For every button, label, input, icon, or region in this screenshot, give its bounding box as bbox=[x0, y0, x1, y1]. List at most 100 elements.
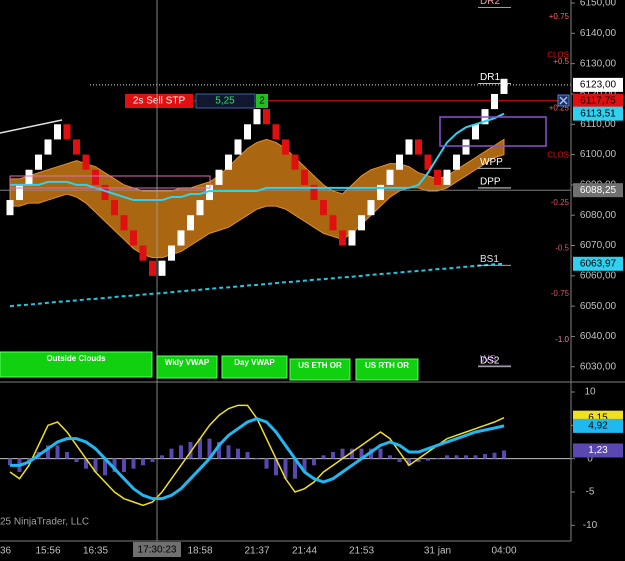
renko-brick bbox=[301, 169, 308, 185]
renko-brick bbox=[234, 139, 242, 155]
histogram-bar bbox=[435, 458, 440, 460]
price-marker-label: 6113,51 bbox=[580, 108, 616, 119]
macd-line bbox=[10, 417, 505, 501]
renko-brick bbox=[149, 260, 156, 276]
close-icon[interactable] bbox=[559, 96, 568, 105]
histogram-bar bbox=[103, 458, 107, 476]
renko-brick bbox=[44, 139, 52, 155]
histogram-bar bbox=[112, 458, 117, 472]
renko-brick bbox=[272, 124, 280, 140]
button-label[interactable]: Outside Clouds bbox=[46, 354, 106, 363]
trend-line bbox=[0, 119, 63, 134]
button-face[interactable] bbox=[289, 358, 351, 381]
order-label[interactable]: 2s Sell STP bbox=[133, 96, 186, 107]
close-order[interactable] bbox=[557, 94, 570, 107]
button-face[interactable] bbox=[0, 351, 153, 378]
y-tick-label: 6070,00 bbox=[580, 240, 617, 251]
histogram-bar bbox=[122, 458, 126, 472]
x-tick-label: 21:37 bbox=[244, 546, 269, 557]
renko-brick bbox=[405, 139, 413, 155]
renko-brick bbox=[415, 139, 422, 155]
x-tick-label: 15:56 bbox=[35, 546, 60, 557]
order-quantity-box[interactable] bbox=[256, 94, 268, 108]
price-marker bbox=[573, 418, 623, 433]
renko-brick bbox=[139, 245, 147, 261]
copyright: 25 NinjaTrader, LLC bbox=[0, 517, 89, 528]
y-tick-label: 6110,00 bbox=[580, 119, 616, 130]
y-tick-label: 10 bbox=[584, 387, 596, 398]
renko-brick bbox=[196, 200, 204, 216]
button-face[interactable] bbox=[221, 355, 288, 379]
y-tick-label: 0 bbox=[587, 453, 593, 464]
histogram-bar bbox=[84, 458, 88, 469]
toolbar-button[interactable]: Wkly VWAP bbox=[156, 355, 218, 379]
histogram-bar bbox=[226, 445, 231, 459]
y-tick-label: 6050,00 bbox=[580, 301, 617, 312]
button-label[interactable]: US ETH OR bbox=[298, 361, 342, 370]
y-tick-label: -10 bbox=[583, 520, 598, 531]
renko-brick bbox=[158, 260, 166, 276]
histogram-bar bbox=[274, 458, 278, 476]
histogram-bar bbox=[217, 442, 221, 459]
order-price[interactable]: 5,25 bbox=[215, 96, 235, 107]
order-label-box[interactable] bbox=[125, 94, 193, 108]
histogram-bar bbox=[350, 448, 354, 459]
toolbar-button[interactable]: US ETH OR bbox=[289, 358, 351, 381]
histogram-bar bbox=[264, 458, 269, 469]
renko-brick bbox=[282, 139, 289, 155]
level-label: DPP bbox=[480, 177, 501, 188]
histogram-bar bbox=[283, 458, 288, 479]
y-tick-label: 6030,00 bbox=[580, 361, 617, 372]
renko-brick bbox=[187, 215, 194, 231]
renko-brick bbox=[54, 124, 61, 140]
renko-brick bbox=[6, 200, 14, 216]
indicator-line bbox=[9, 262, 505, 308]
toolbar-button[interactable]: Outside Clouds bbox=[0, 351, 153, 378]
order-quantity[interactable]: 2 bbox=[259, 96, 265, 107]
order-bar[interactable]: 2s Sell STP 5,25 2 bbox=[125, 93, 268, 109]
button-label[interactable]: US RTH OR bbox=[365, 361, 409, 370]
renko-brick bbox=[472, 124, 479, 140]
histogram-bar bbox=[445, 455, 449, 459]
button-face[interactable] bbox=[156, 355, 218, 379]
percent-label: +0.75 bbox=[549, 12, 570, 21]
histogram-bar bbox=[293, 458, 297, 479]
y-tick-label: 6060,00 bbox=[580, 270, 617, 281]
x-tick-label: 21:44 bbox=[292, 546, 317, 557]
histogram-bar bbox=[388, 455, 392, 459]
renko-brick bbox=[111, 200, 118, 216]
button-label[interactable]: Day VWAP bbox=[234, 358, 275, 367]
x-tick-label: 31 jan bbox=[424, 546, 451, 557]
histogram-bar bbox=[312, 458, 316, 466]
renko-brick bbox=[291, 154, 299, 170]
y-tick-label: 6040,00 bbox=[580, 331, 617, 342]
button-label[interactable]: Wkly VWAP bbox=[165, 358, 210, 367]
histogram-bar bbox=[416, 458, 421, 462]
histogram-bar bbox=[454, 455, 459, 459]
renko-brick bbox=[386, 169, 394, 185]
level-label: WPP bbox=[480, 157, 503, 168]
toolbar-button[interactable]: US RTH OR bbox=[355, 358, 419, 381]
price-marker bbox=[573, 183, 623, 198]
renko-brick bbox=[500, 78, 508, 94]
renko-brick bbox=[63, 124, 71, 140]
histogram-bar bbox=[236, 448, 240, 459]
order-price-box[interactable] bbox=[195, 93, 256, 109]
histogram-bar bbox=[8, 458, 12, 466]
histogram-bar bbox=[483, 454, 487, 459]
price-marker-label: 6063,97 bbox=[580, 258, 617, 269]
price-marker-label: 1,23 bbox=[588, 445, 608, 456]
renko-brick bbox=[73, 139, 80, 155]
histogram-bar bbox=[464, 455, 468, 459]
crosshair-time: 17:30:23 bbox=[138, 545, 177, 556]
toolbar-button[interactable]: Day VWAP bbox=[221, 355, 288, 379]
histogram-bar bbox=[207, 438, 212, 459]
histogram-bar bbox=[131, 458, 136, 469]
x-tick-label: 18:58 bbox=[187, 546, 212, 557]
button-face[interactable] bbox=[355, 358, 419, 381]
range-box bbox=[9, 175, 211, 189]
histogram-bar bbox=[46, 445, 50, 459]
renko-brick bbox=[358, 215, 365, 231]
renko-brick bbox=[263, 109, 270, 125]
